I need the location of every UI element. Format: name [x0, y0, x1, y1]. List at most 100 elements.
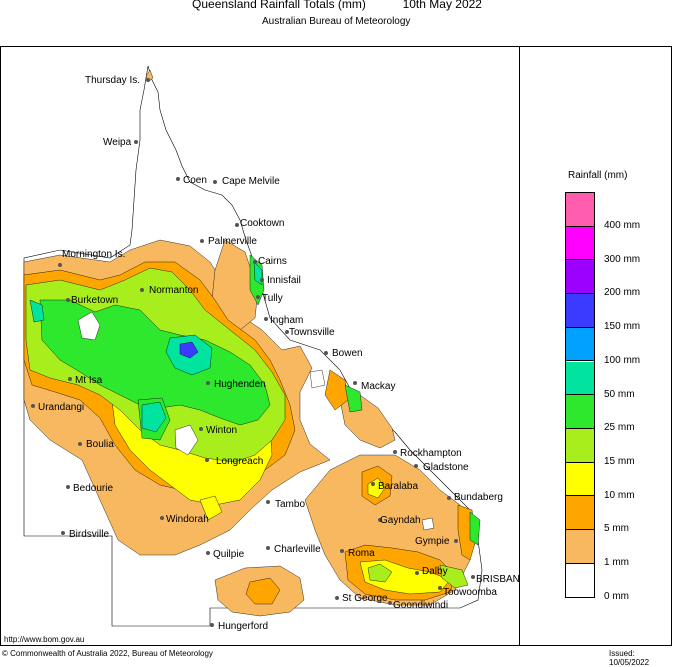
place-label: Dalby	[422, 566, 448, 577]
legend-label: 0 mm	[604, 590, 629, 602]
place-label: Winton	[206, 425, 237, 436]
place-dot	[256, 295, 260, 299]
place-label: Bundaberg	[454, 492, 503, 503]
place-label: Roma	[348, 548, 375, 559]
place-label: Mt Isa	[75, 375, 103, 386]
place-label: Gladstone	[423, 462, 469, 473]
place-layer: Thursday Is. Weipa Coen Cape Melvile Coo…	[31, 75, 520, 632]
legend-swatch	[566, 428, 594, 463]
place-dot	[415, 571, 419, 575]
legend-swatch	[566, 327, 594, 362]
place-dot	[285, 330, 289, 334]
place-dot	[266, 500, 270, 504]
legend-label: 15 mm	[604, 455, 635, 467]
place-dot	[66, 485, 70, 489]
place-dot	[378, 518, 382, 522]
place-dot	[199, 427, 203, 431]
legend-swatch	[566, 193, 594, 227]
place-label: Birdsville	[69, 529, 109, 540]
place-label: St George	[342, 593, 388, 604]
legend-title: Rainfall (mm)	[568, 170, 628, 181]
place-dot	[200, 239, 204, 243]
place-label: Rockhampton	[400, 448, 462, 459]
legend-label: 400 mm	[604, 220, 641, 231]
place-dot	[471, 575, 475, 579]
place-dot	[61, 531, 65, 535]
place-label: Cairns	[258, 256, 287, 267]
place-dot	[266, 546, 270, 550]
legend-divider	[519, 46, 520, 646]
legend-swatch	[566, 563, 594, 597]
place-dot	[176, 177, 180, 181]
place-dot	[78, 442, 82, 446]
place-label: Weipa	[103, 137, 132, 148]
place-dot	[31, 404, 35, 408]
footer-copyright: © Commonwealth of Australia 2022, Bureau…	[2, 649, 213, 658]
place-dot	[353, 381, 357, 385]
rain-100mm-zone	[179, 341, 199, 359]
place-label: Ingham	[270, 315, 303, 326]
place-dot	[388, 601, 392, 605]
place-dot	[213, 180, 217, 184]
title-date: 10th May 2022	[402, 0, 482, 11]
legend-label: 10 mm	[604, 489, 635, 501]
place-label: Toowoomba	[443, 587, 497, 598]
place-label: Goondiwindi	[393, 600, 448, 611]
legend-swatch	[566, 395, 594, 429]
place-label: Townsville	[289, 327, 335, 338]
no-rain-pockets	[77, 311, 435, 531]
place-label: Baralaba	[378, 481, 418, 492]
legend-label: 300 mm	[604, 253, 641, 265]
place-dot	[206, 381, 210, 385]
place-dot	[438, 586, 442, 590]
place-label: Charleville	[274, 544, 321, 555]
place-dot	[324, 351, 328, 355]
place-dot	[210, 623, 214, 627]
footer-url[interactable]: http://www.bom.gov.au	[4, 635, 85, 644]
legend-label: 50 mm	[604, 388, 635, 400]
legend-swatch	[566, 260, 594, 295]
footer-issued: Issued: 10/05/2022	[609, 649, 650, 667]
place-dot	[414, 464, 418, 468]
place-dot	[58, 263, 62, 267]
place-label: Burketown	[71, 295, 118, 306]
place-dot	[68, 377, 72, 381]
place-dot	[205, 458, 209, 462]
place-label: Mackay	[361, 381, 395, 392]
legend-swatch	[566, 361, 594, 396]
place-dot	[260, 278, 264, 282]
place-label: Coen	[183, 175, 207, 186]
place-label: Innisfail	[267, 275, 301, 286]
place-label: Tully	[262, 293, 283, 304]
title-text: Queensland Rainfall Totals (mm)	[192, 0, 366, 11]
place-dot	[134, 140, 138, 144]
place-label: Thursday Is.	[85, 75, 140, 86]
place-dot	[340, 549, 344, 553]
place-label: Boulia	[86, 439, 114, 450]
legend-swatch	[566, 496, 594, 530]
legend-label: 150 mm	[604, 321, 641, 333]
legend-color-bar	[565, 192, 595, 598]
rainfall-map: Thursday Is. Weipa Coen Cape Melvile Coo…	[23, 65, 520, 632]
place-label: Tambo	[275, 499, 305, 510]
place-label: Palmerville	[208, 236, 257, 247]
place-label: Windorah	[166, 514, 209, 525]
place-label: Bedourie	[73, 483, 113, 494]
place-dot	[235, 223, 239, 227]
legend-label: 200 mm	[604, 287, 641, 299]
place-label: Urandangi	[38, 402, 84, 413]
map-frame	[0, 46, 672, 646]
place-label: Longreach	[216, 456, 263, 467]
place-label: Cape Melvile	[222, 176, 280, 187]
legend-swatch	[566, 226, 594, 261]
place-dot	[447, 496, 451, 500]
map-title: Queensland Rainfall Totals (mm) 10th May…	[0, 0, 674, 11]
legend-label: 5 mm	[604, 523, 629, 535]
place-label: Cooktown	[240, 218, 284, 229]
place-label: Hughenden	[214, 379, 266, 390]
legend-swatch	[566, 294, 594, 328]
place-dot	[160, 516, 164, 520]
legend-label: 1 mm	[604, 557, 629, 568]
place-label: BRISBANE	[476, 574, 520, 585]
legend-label: 25 mm	[604, 422, 635, 434]
